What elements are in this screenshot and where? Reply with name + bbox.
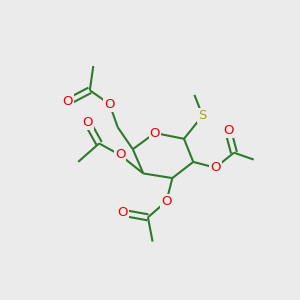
Text: O: O bbox=[161, 195, 172, 208]
Text: O: O bbox=[210, 161, 220, 174]
Text: O: O bbox=[82, 116, 93, 129]
Text: O: O bbox=[62, 95, 73, 108]
Text: S: S bbox=[198, 109, 207, 122]
Text: O: O bbox=[115, 148, 125, 161]
Text: O: O bbox=[117, 206, 128, 219]
Text: O: O bbox=[223, 124, 233, 137]
Text: O: O bbox=[104, 98, 115, 111]
Text: O: O bbox=[150, 127, 160, 140]
